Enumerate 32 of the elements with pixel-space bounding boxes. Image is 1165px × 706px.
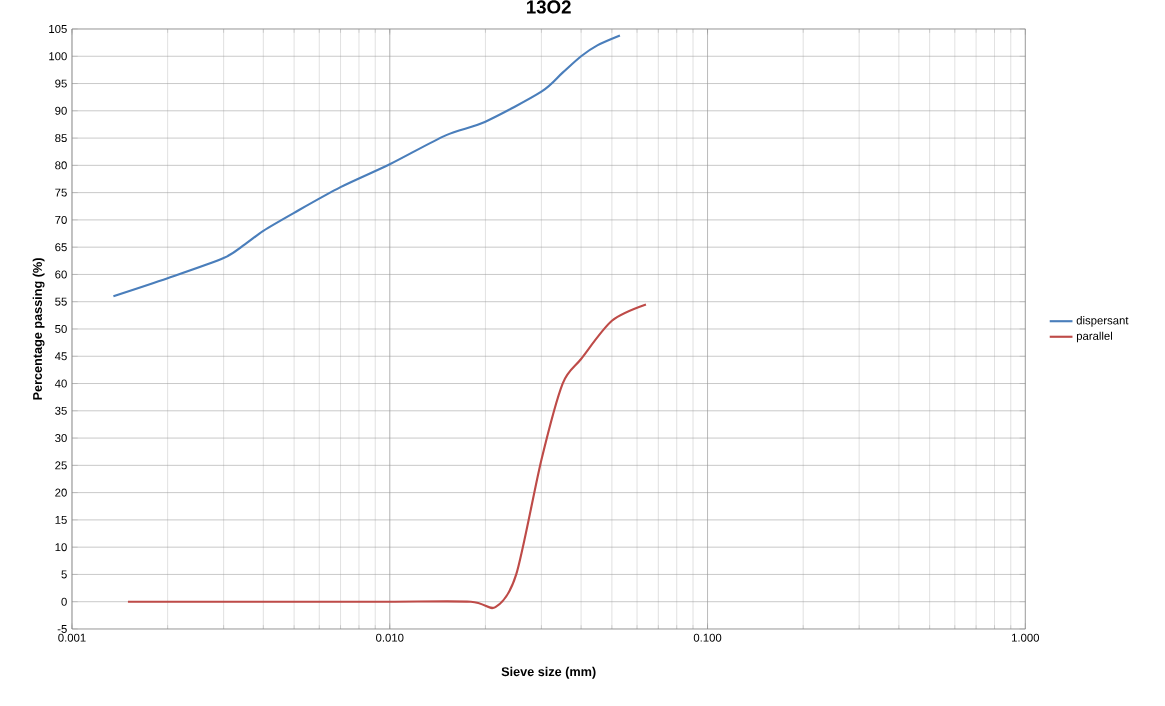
y-tick-label: 80	[55, 161, 67, 170]
y-tick-label: 55	[55, 297, 67, 306]
y-tick-label: 100	[49, 52, 67, 61]
x-tick-label: 1.000	[1011, 633, 1040, 642]
y-tick-label: 0	[61, 597, 67, 606]
x-tick-label: 0.010	[376, 633, 404, 642]
y-tick-label: 60	[55, 270, 67, 279]
y-tick-label: 75	[55, 188, 67, 197]
y-tick-label: -5	[57, 625, 67, 633]
legend-label: dispersant	[1076, 316, 1129, 327]
chart-title: 13O2	[526, 0, 571, 14]
y-tick-label: 25	[55, 461, 67, 470]
y-tick-label: 105	[49, 24, 67, 33]
x-axis-title: Sieve size (mm)	[501, 666, 596, 679]
y-tick-label: 10	[55, 543, 67, 552]
y-tick-label: 65	[55, 243, 67, 252]
y-tick-label: 95	[55, 79, 67, 88]
y-tick-label: 15	[55, 515, 67, 524]
y-tick-label: 30	[55, 434, 67, 443]
y-tick-label: 35	[55, 406, 67, 415]
y-tick-label: 45	[54, 352, 67, 361]
y-axis-title: Percentage passing (%)	[32, 258, 45, 400]
y-tick-label: 40	[54, 379, 67, 388]
y-tick-label: 85	[55, 134, 67, 143]
y-tick-label: 50	[55, 324, 67, 333]
legend-label: parallel	[1076, 331, 1112, 343]
x-tick-label: 0.100	[693, 633, 722, 642]
y-tick-label: 70	[55, 215, 67, 224]
x-tick-label: 0.001	[58, 633, 86, 642]
y-tick-label: 5	[61, 570, 67, 579]
y-tick-label: 20	[55, 488, 67, 497]
y-tick-label: 90	[55, 106, 67, 115]
